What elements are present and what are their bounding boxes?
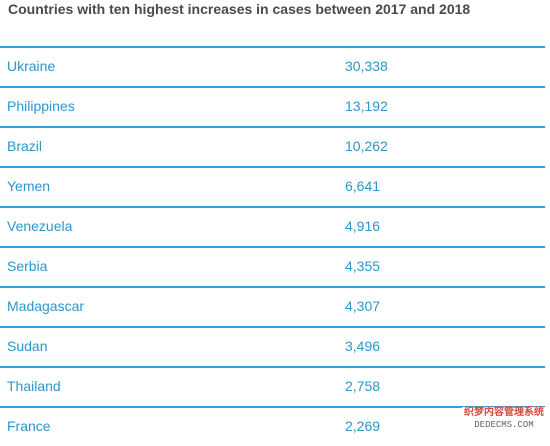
value-cell: 10,262 <box>345 138 388 154</box>
table-row: Venezuela 4,916 <box>0 208 545 248</box>
value-cell: 13,192 <box>345 98 388 114</box>
country-cell: Serbia <box>7 258 48 274</box>
country-cell: Madagascar <box>7 298 85 314</box>
table-row: Yemen 6,641 <box>0 168 545 208</box>
value-cell: 2,269 <box>345 418 381 434</box>
value-cell: 4,916 <box>345 218 381 234</box>
value-cell: 4,355 <box>345 258 381 274</box>
country-cell: Sudan <box>7 338 48 354</box>
value-cell: 4,307 <box>345 298 381 314</box>
header-divider <box>0 46 545 48</box>
table-row: Thailand 2,758 <box>0 368 545 408</box>
country-cell: Yemen <box>7 178 51 194</box>
table-row: Brazil 10,262 <box>0 128 545 168</box>
country-cell: Ukraine <box>7 58 56 74</box>
value-cell: 30,338 <box>345 58 388 74</box>
watermark-cn-text: 织梦内容管理系统 <box>462 407 546 419</box>
table-row: Ukraine 30,338 <box>0 48 545 88</box>
data-table: Ukraine 30,338 Philippines 13,192 Brazil… <box>0 48 545 446</box>
country-cell: Brazil <box>7 138 43 154</box>
watermark: 织梦内容管理系统 DEDECMS.COM <box>462 407 546 430</box>
country-cell: Venezuela <box>7 218 73 234</box>
country-cell: Philippines <box>7 98 75 114</box>
value-cell: 6,641 <box>345 178 381 194</box>
watermark-en-text: DEDECMS.COM <box>474 420 534 430</box>
value-cell: 3,496 <box>345 338 381 354</box>
country-cell: France <box>7 418 51 434</box>
table-row: Sudan 3,496 <box>0 328 545 368</box>
table-row: Philippines 13,192 <box>0 88 545 128</box>
country-cell: Thailand <box>7 378 61 394</box>
value-cell: 2,758 <box>345 378 381 394</box>
table-row: France 2,269 <box>0 408 545 446</box>
table-title: Countries with ten highest increases in … <box>8 1 471 17</box>
table-row: Serbia 4,355 <box>0 248 545 288</box>
table-row: Madagascar 4,307 <box>0 288 545 328</box>
